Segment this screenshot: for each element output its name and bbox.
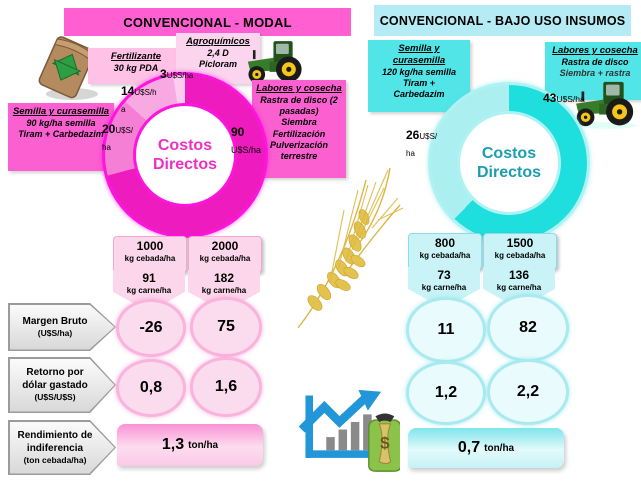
tractor-icon <box>572 74 640 132</box>
callout-semilla-right-line: Carbedazim <box>393 89 445 100</box>
right-donut-value-semilla: 26U$S/ha <box>406 128 438 158</box>
callout-labores-left-line: Fertilización <box>272 128 326 139</box>
yield-input-box: 800 kg cebada/ha <box>408 233 482 270</box>
metric-circle-retorno-1: 1,2 <box>406 361 486 425</box>
left-donut-value-semilla: 20U$S/ha <box>102 122 134 152</box>
metric-circle-margen-1: -26 <box>116 299 186 357</box>
left-donut-value-fertilizante: 14U$S/ha <box>121 84 157 114</box>
callout-semilla-right-title: Semilla y curasemilla <box>392 43 446 66</box>
result-bar-rendimiento-right: 0,7 ton/ha <box>408 428 564 468</box>
callout-fertilizante-title: Fertilizante <box>110 51 162 62</box>
left-donut-hole: Costos Directos <box>133 103 237 207</box>
right-donut-chart: Costos Directos <box>428 82 590 244</box>
callout-semilla-right: Semilla y curasemilla 120 kg/ha semilla … <box>368 40 470 112</box>
right-title-banner: CONVENCIONAL - BAJO USO INSUMOS <box>374 5 631 36</box>
left-donut-value-labores: 90 U$S/ha <box>231 125 262 155</box>
callout-semilla-left-line: 90 kg/ha semilla <box>26 117 96 128</box>
result-bar-rendimiento-left: 1,3 ton/ha <box>117 424 263 466</box>
callout-labores-right-title: Labores y cosecha <box>552 45 638 56</box>
wheat-spike-icon <box>288 150 406 335</box>
right-donut-value-labores: 43U$S/ha <box>543 91 585 105</box>
svg-text:$: $ <box>380 433 390 452</box>
metric-circle-retorno-1: 0,8 <box>116 359 186 417</box>
callout-labores-left-line: Rastra de disco (2 pasadas) <box>260 94 338 117</box>
right-donut-hole: Costos Directos <box>457 111 561 215</box>
row-label-margen-bruto: Margen Bruto (U$S/ha) <box>8 303 116 351</box>
row-label-retorno: Retorno por dólar gastado (U$S/U$S) <box>8 357 116 413</box>
callout-semilla-left-line: Tiram + Carbedazim <box>18 129 104 140</box>
callout-semilla-left: Semilla y curasemilla 90 kg/ha semilla T… <box>8 103 114 171</box>
callout-labores-left-title: Labores y cosecha <box>256 83 342 94</box>
callout-semilla-right-line: 120 kg/ha semilla <box>381 66 457 77</box>
left-title: CONVENCIONAL - MODAL <box>123 14 292 30</box>
right-donut-center-label: Costos Directos <box>476 144 542 181</box>
yield-input-box: 1000 kg cebada/ha <box>113 236 187 273</box>
callout-labores-left-line: Siembra <box>281 117 317 128</box>
metric-circle-margen-2: 75 <box>190 297 262 357</box>
callout-labores-left-line: Pulverización terrestre <box>269 139 329 162</box>
callout-agroquimicos-title: Agroquímicos <box>186 36 250 47</box>
callout-labores-right: Labores y cosecha Rastra de disco Siembr… <box>545 42 641 100</box>
callout-labores-right-line: Siembra + rastra <box>559 68 631 79</box>
left-title-banner: CONVENCIONAL - MODAL <box>64 8 351 36</box>
left-donut-center-label: Costos Directos <box>152 136 218 173</box>
callout-labores-right-line: Rastra de disco <box>561 56 629 67</box>
metric-circle-margen-2: 82 <box>487 294 569 362</box>
metric-circle-retorno-2: 2,2 <box>487 359 569 425</box>
callout-agroquimicos: Agroquímicos 2,4 D Picloram <box>176 33 260 84</box>
callout-agroquimicos-line2: Picloram <box>198 59 238 70</box>
yield-input-box: 2000 kg cebada/ha <box>188 236 262 273</box>
callout-semilla-right-line: Tiram + <box>402 78 436 88</box>
right-title: CONVENCIONAL - BAJO USO INSUMOS <box>379 13 626 28</box>
callout-semilla-left-title: Semilla y curasemilla <box>12 106 110 117</box>
metric-circle-retorno-2: 1,6 <box>190 357 262 417</box>
growth-chart-money-icon: $ <box>296 384 402 476</box>
row-label-rendimiento: Rendimiento de indiferencia (ton cebada/… <box>8 420 116 475</box>
left-donut-value-agroquimicos: 3U$S/ha <box>160 67 194 81</box>
callout-agroquimicos-line1: 2,4 D <box>207 47 229 58</box>
yield-input-box: 1500 kg cebada/ha <box>483 233 557 270</box>
metric-circle-margen-1: 11 <box>406 297 486 363</box>
fertilizer-bag-icon <box>30 36 106 102</box>
callout-fertilizante-line: 30 kg PDA <box>113 62 159 73</box>
tractor-icon <box>244 36 308 86</box>
